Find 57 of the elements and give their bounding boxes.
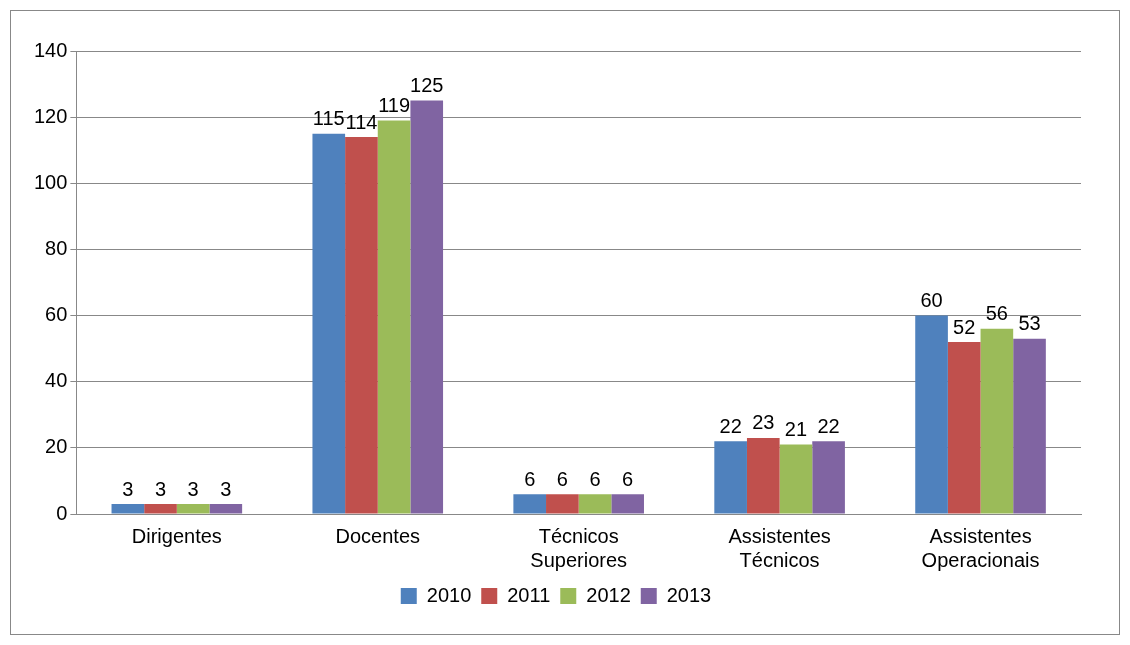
legend-label: 2010 (426, 583, 472, 606)
x-tick-label: Técnicos Superiores (530, 524, 628, 571)
data-label: 52 (953, 315, 976, 338)
data-label: 22 (719, 414, 742, 437)
bar (980, 328, 1014, 514)
data-label: 22 (817, 414, 840, 437)
y-tick-label: 60 (45, 303, 68, 326)
data-label: 23 (752, 411, 775, 434)
bar (144, 504, 177, 514)
bar (947, 342, 981, 514)
x-tick-label: Docentes (335, 524, 421, 547)
legend-label: 2012 (586, 583, 631, 606)
y-tick-label: 0 (56, 501, 68, 524)
data-label: 3 (187, 477, 199, 500)
legend-label: 2013 (666, 583, 712, 606)
y-tick-label: 20 (45, 435, 68, 458)
bar (513, 494, 547, 514)
bar (1013, 338, 1046, 514)
bar (915, 315, 948, 514)
y-tick-label: 100 (33, 170, 68, 193)
data-label: 56 (985, 302, 1008, 325)
x-tick-label: Assistentes Técnicos (728, 524, 831, 571)
bar (312, 133, 346, 514)
data-label: 6 (524, 467, 536, 490)
data-label: 3 (154, 477, 167, 500)
bar (714, 441, 747, 514)
x-tick-label: Assistentes Operacionais (921, 524, 1040, 571)
y-tick-label: 120 (33, 104, 68, 127)
data-label: 125 (410, 74, 444, 97)
bar (377, 120, 411, 514)
y-tick-label: 80 (45, 236, 68, 259)
data-label: 6 (589, 467, 601, 490)
y-tick-label: 40 (45, 369, 68, 392)
bar (345, 136, 378, 514)
bar (611, 494, 644, 514)
data-label: 6 (622, 467, 634, 490)
x-tick-label: Dirigentes (131, 524, 222, 547)
bar (111, 504, 145, 514)
bar (779, 444, 813, 514)
data-label: 114 (345, 110, 378, 133)
y-tick-label: 140 (33, 38, 68, 61)
data-label: 6 (556, 467, 568, 490)
legend-label: 2011 (507, 583, 551, 606)
bar (746, 437, 780, 514)
data-label: 115 (312, 107, 345, 130)
bar (546, 494, 579, 514)
bar (209, 504, 243, 514)
bar (578, 494, 612, 514)
bar (176, 504, 210, 514)
data-label: 60 (920, 289, 943, 312)
data-label: 3 (122, 477, 134, 500)
data-label: 119 (378, 93, 411, 116)
data-label: 53 (1018, 312, 1041, 335)
data-label: 3 (220, 477, 232, 500)
bar (410, 100, 444, 514)
data-label: 21 (784, 418, 808, 441)
bar (812, 441, 845, 514)
